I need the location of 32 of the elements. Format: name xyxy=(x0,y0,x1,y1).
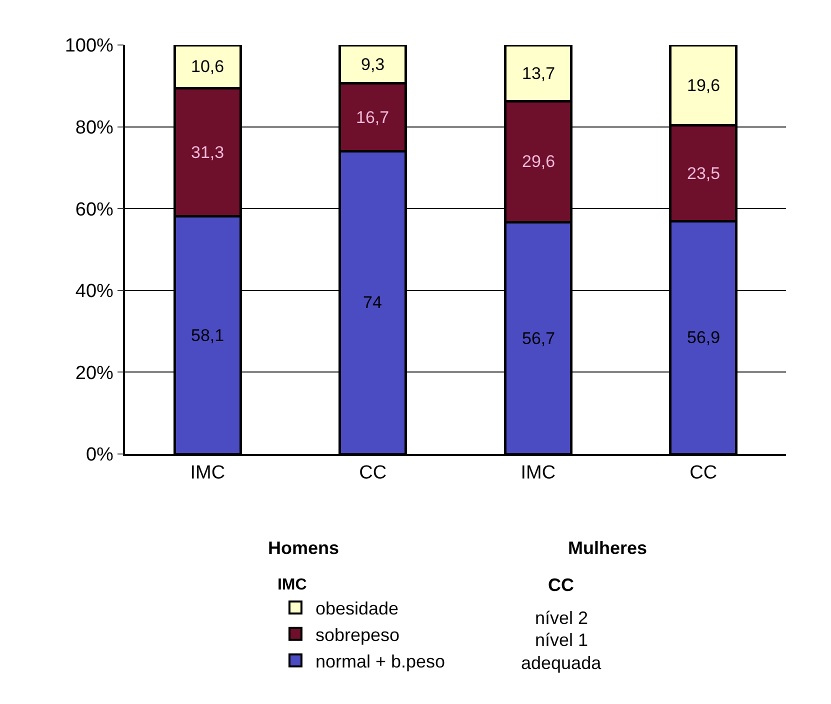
data-label: 31,3 xyxy=(191,143,224,162)
text: CC xyxy=(548,575,574,595)
x-tick-label: IMC xyxy=(190,462,226,484)
text: nível 1 xyxy=(535,630,588,650)
legend-title: IMC xyxy=(277,576,308,594)
x-tick-label: CC xyxy=(690,462,718,484)
data-label: 23,5 xyxy=(687,164,720,183)
x-tick-label: IMC xyxy=(520,462,556,484)
y-tick-label: 100% xyxy=(64,36,114,57)
text: Mulheres xyxy=(568,538,648,558)
data-label: 56,7 xyxy=(522,329,556,348)
legend-label: sobrepeso xyxy=(315,624,400,645)
text: nível 2 xyxy=(535,608,588,628)
text: Homens xyxy=(268,538,340,558)
y-tick-label: 0% xyxy=(86,444,114,466)
y-tick-label: 20% xyxy=(75,362,114,384)
data-label: 10,6 xyxy=(191,57,224,76)
text: adequada xyxy=(521,653,602,673)
data-label: 13,7 xyxy=(522,64,556,83)
data-label: 29,6 xyxy=(522,152,556,171)
data-label: 58,1 xyxy=(191,326,224,345)
data-label: 74 xyxy=(363,293,382,312)
data-label: 9,3 xyxy=(361,55,385,74)
data-label: 56,9 xyxy=(687,328,720,347)
y-tick-label: 40% xyxy=(75,281,114,302)
data-label: 19,6 xyxy=(687,76,720,95)
legend-label: normal + b.peso xyxy=(315,651,446,672)
legend-label: obesidade xyxy=(315,598,399,619)
y-tick-label: 60% xyxy=(75,199,114,220)
x-tick-label: CC xyxy=(359,462,387,484)
data-label: 16,7 xyxy=(356,108,390,127)
y-tick-label: 80% xyxy=(75,117,114,138)
